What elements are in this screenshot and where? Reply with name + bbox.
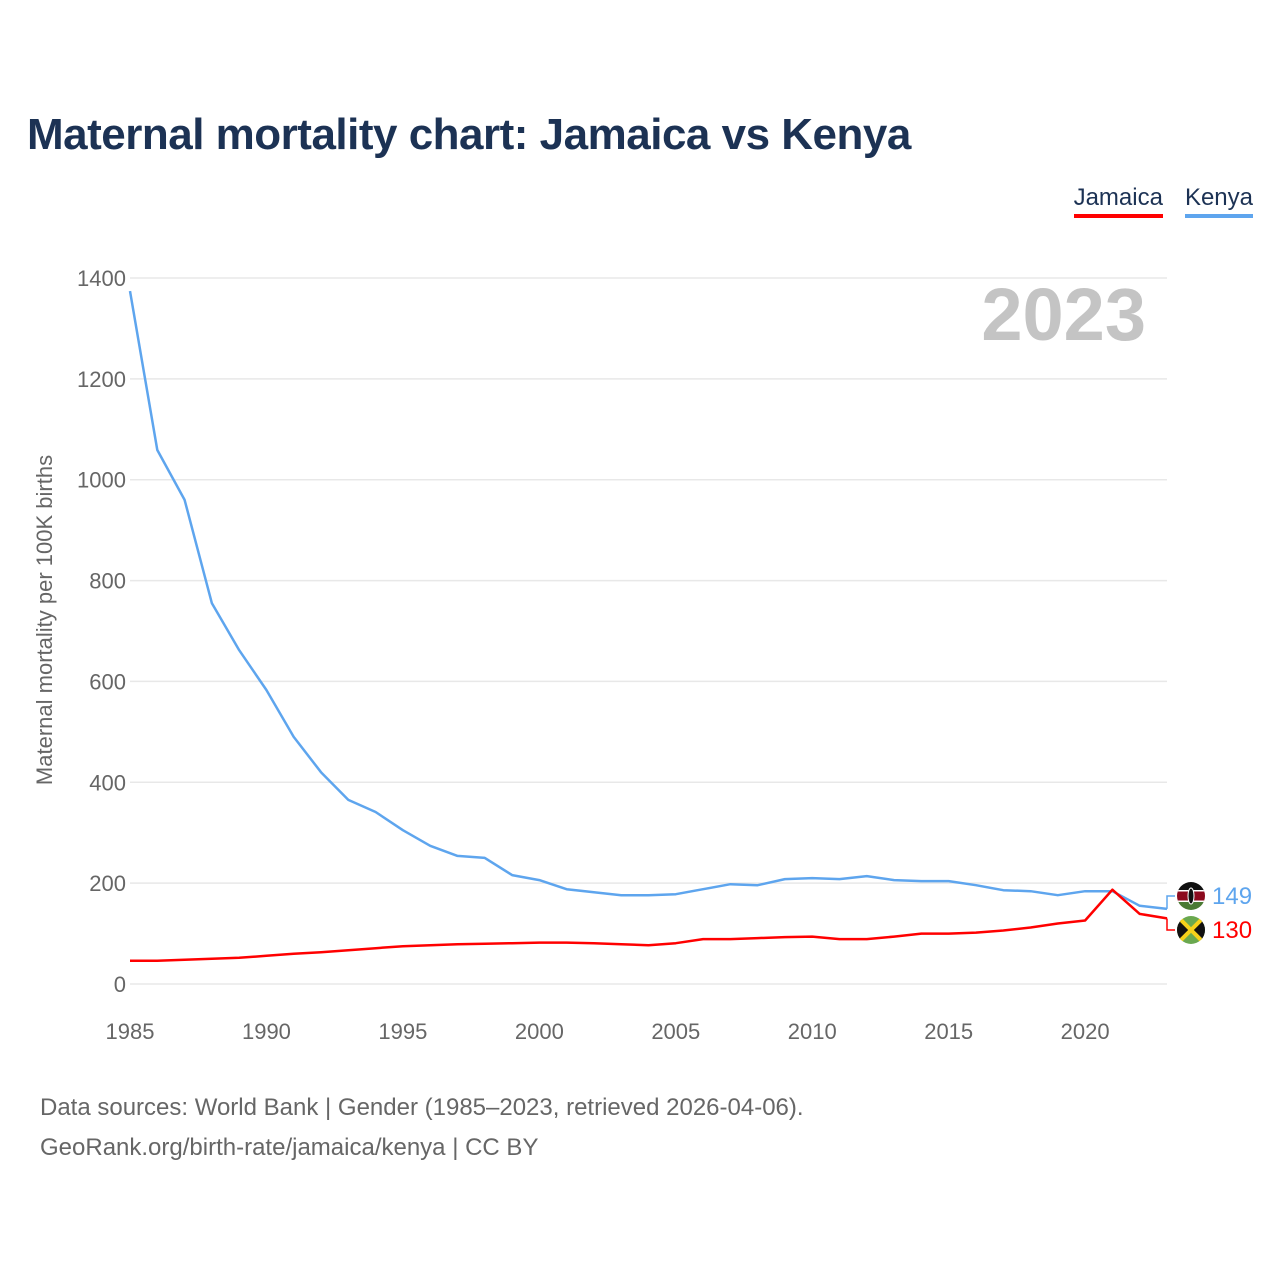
x-tick-label: 2000: [515, 1019, 564, 1044]
year-watermark: 2023: [981, 273, 1146, 356]
attribution-link[interactable]: GeoRank.org/birth-rate/jamaica/kenya | C…: [40, 1134, 539, 1161]
legend-item-jamaica[interactable]: Jamaica: [1073, 184, 1163, 218]
y-tick-label: 0: [114, 972, 126, 997]
y-tick-label: 800: [89, 569, 126, 594]
x-tick-label: 1995: [378, 1019, 427, 1044]
x-tick-label: 1990: [242, 1019, 291, 1044]
y-tick-label: 400: [89, 770, 126, 795]
series-line-jamaica[interactable]: [130, 888, 1168, 963]
footer: Data sources: World Bank | Gender (1985–…: [40, 1088, 804, 1168]
y-tick-label: 200: [89, 871, 126, 896]
x-tick-label: 2015: [924, 1019, 973, 1044]
x-tick-label: 2010: [788, 1019, 837, 1044]
end-connector: [1166, 895, 1175, 909]
end-value-label-jamaica: 130: [1212, 917, 1252, 944]
end-value-label-kenya: 149: [1212, 883, 1252, 910]
legend-item-kenya[interactable]: Kenya: [1184, 184, 1253, 218]
x-tick-label: 2020: [1061, 1019, 1110, 1044]
end-connector: [1166, 918, 1175, 931]
chart-title: Maternal mortality chart: Jamaica vs Ken…: [27, 110, 911, 159]
y-tick-label: 1000: [77, 468, 126, 493]
y-axis-label: Maternal mortality per 100K births: [32, 455, 57, 785]
y-tick-label: 1400: [77, 266, 126, 291]
source-text: Data sources: World Bank | Gender (1985–…: [40, 1094, 804, 1121]
jamaica-flag-icon: [1177, 916, 1205, 944]
y-tick-label: 600: [89, 669, 126, 694]
x-tick-label: 2005: [651, 1019, 700, 1044]
x-tick-label: 1985: [106, 1019, 155, 1044]
kenya-flag-icon: [1177, 882, 1205, 910]
y-tick-label: 1200: [77, 367, 126, 392]
legend: Jamaica Kenya: [1073, 184, 1253, 218]
series-line-kenya[interactable]: [128, 290, 1168, 911]
